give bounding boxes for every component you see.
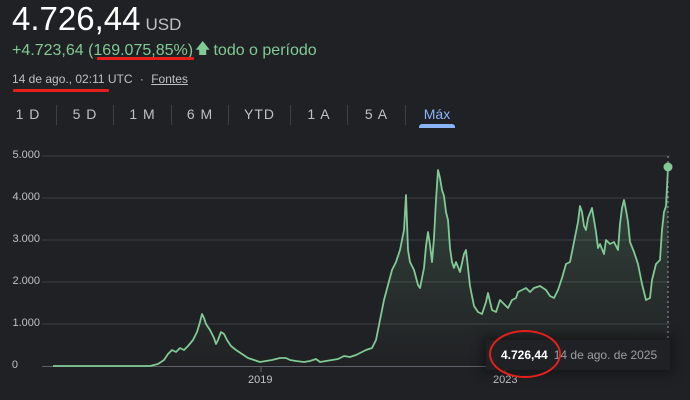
tab-divider xyxy=(56,105,57,125)
annotation-underline-percent xyxy=(97,57,194,60)
tab-divider xyxy=(228,105,229,125)
tab-1a[interactable]: 1 A xyxy=(291,100,347,122)
price-change: +4.723,64 (169.075,85%) 🡅 todo o período xyxy=(12,38,317,63)
y-tick-0: 0 xyxy=(11,359,18,371)
tooltip-date: 14 de ago. de 2025 xyxy=(553,348,658,362)
tab-ytd[interactable]: YTD xyxy=(229,100,290,122)
tab-label: 1 M xyxy=(129,106,156,122)
tab-label: 1 D xyxy=(15,106,41,122)
change-percent: (169.075,85%) xyxy=(88,41,194,59)
x-tick-2019: 2019 xyxy=(248,374,273,386)
tab-5a[interactable]: 5 A xyxy=(348,100,405,122)
timestamp-row: 14 de ago., 02:11 UTC · Fontes xyxy=(12,72,188,86)
tab-5d[interactable]: 5 D xyxy=(57,100,113,122)
y-tick-5000: 5.000 xyxy=(12,149,40,161)
tab-1m[interactable]: 1 M xyxy=(114,100,171,122)
tab-divider xyxy=(171,105,172,125)
tab-divider xyxy=(113,105,114,125)
y-tick-2000: 2.000 xyxy=(12,275,40,287)
period-label: todo o período xyxy=(213,41,317,59)
annotation-circle xyxy=(489,330,561,378)
tab-6m[interactable]: 6 M xyxy=(172,100,228,122)
x-tick-2023: 2023 xyxy=(493,374,518,386)
y-tick-3000: 3.000 xyxy=(12,233,40,245)
annotation-underline-timestamp xyxy=(13,89,109,92)
tab-divider xyxy=(290,105,291,125)
tab-label: YTD xyxy=(244,106,275,122)
tab-divider xyxy=(347,105,348,125)
current-price: 4.726,44 xyxy=(12,0,141,37)
price-line xyxy=(53,167,669,367)
period-tabs: 1 D 5 D 1 M 6 M YTD 1 A 5 A Máx xyxy=(0,100,468,134)
change-absolute: +4.723,64 xyxy=(12,41,84,59)
tab-divider xyxy=(405,105,406,125)
tab-1d[interactable]: 1 D xyxy=(0,100,56,122)
tab-label: Máx xyxy=(423,106,451,122)
tab-label: 5 A xyxy=(364,106,389,122)
currency-label: USD xyxy=(145,15,182,34)
tab-label: 5 D xyxy=(72,106,98,122)
selected-tab-indicator xyxy=(419,124,455,128)
arrow-up-icon: 🡅 xyxy=(195,40,211,57)
price-header: 4.726,44 USD xyxy=(12,0,181,38)
timestamp: 14 de ago., 02:11 UTC xyxy=(12,72,133,86)
y-tick-1000: 1.000 xyxy=(12,317,40,329)
price-area xyxy=(53,168,668,366)
tab-label: 6 M xyxy=(186,106,214,122)
tab-max[interactable]: Máx xyxy=(406,100,468,128)
tab-label: 1 A xyxy=(307,106,331,122)
y-tick-4000: 4.000 xyxy=(12,191,40,203)
sources-link[interactable]: Fontes xyxy=(151,72,188,86)
current-point-marker xyxy=(663,162,673,172)
separator: · xyxy=(139,72,144,86)
